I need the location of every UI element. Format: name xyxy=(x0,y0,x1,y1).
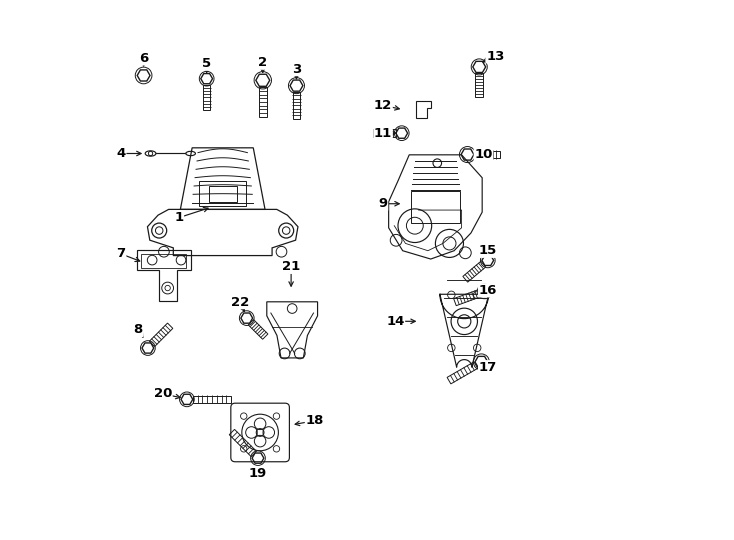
Text: 12: 12 xyxy=(374,99,392,112)
Text: 8: 8 xyxy=(134,323,143,336)
Text: 20: 20 xyxy=(153,388,172,401)
Bar xyxy=(142,253,186,268)
Text: 10: 10 xyxy=(474,148,493,161)
Text: 21: 21 xyxy=(282,260,300,273)
Text: 3: 3 xyxy=(292,63,301,76)
Text: 11: 11 xyxy=(374,127,392,140)
Text: 6: 6 xyxy=(139,52,148,65)
Text: 22: 22 xyxy=(230,295,249,308)
Text: 15: 15 xyxy=(479,244,497,257)
Text: 13: 13 xyxy=(486,50,504,63)
Text: 19: 19 xyxy=(249,467,267,480)
Text: 1: 1 xyxy=(174,211,184,224)
Text: 2: 2 xyxy=(258,56,267,69)
Text: 14: 14 xyxy=(386,315,404,328)
Text: 9: 9 xyxy=(379,197,388,210)
Text: 7: 7 xyxy=(117,247,126,260)
Bar xyxy=(199,181,246,206)
Bar xyxy=(411,191,459,222)
Bar xyxy=(208,186,237,202)
Text: 17: 17 xyxy=(479,361,497,374)
Text: 16: 16 xyxy=(479,284,497,297)
Text: 4: 4 xyxy=(117,147,126,160)
Text: 18: 18 xyxy=(305,414,324,427)
Text: 5: 5 xyxy=(202,57,211,70)
